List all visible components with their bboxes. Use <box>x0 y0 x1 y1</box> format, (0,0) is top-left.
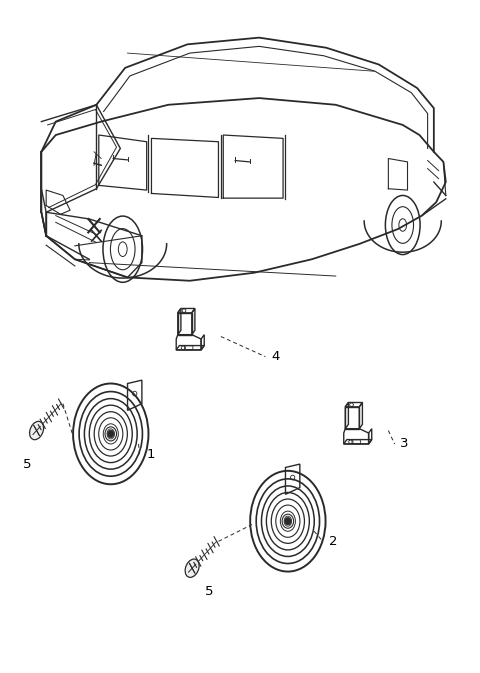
Ellipse shape <box>285 518 291 525</box>
Text: 1: 1 <box>147 448 155 460</box>
Ellipse shape <box>30 421 44 439</box>
Text: 3: 3 <box>400 437 409 450</box>
Text: 2: 2 <box>328 535 337 548</box>
Text: 4: 4 <box>271 350 279 363</box>
Text: 5: 5 <box>23 458 31 470</box>
Ellipse shape <box>185 559 199 577</box>
Text: 5: 5 <box>204 586 213 598</box>
Ellipse shape <box>108 430 114 437</box>
